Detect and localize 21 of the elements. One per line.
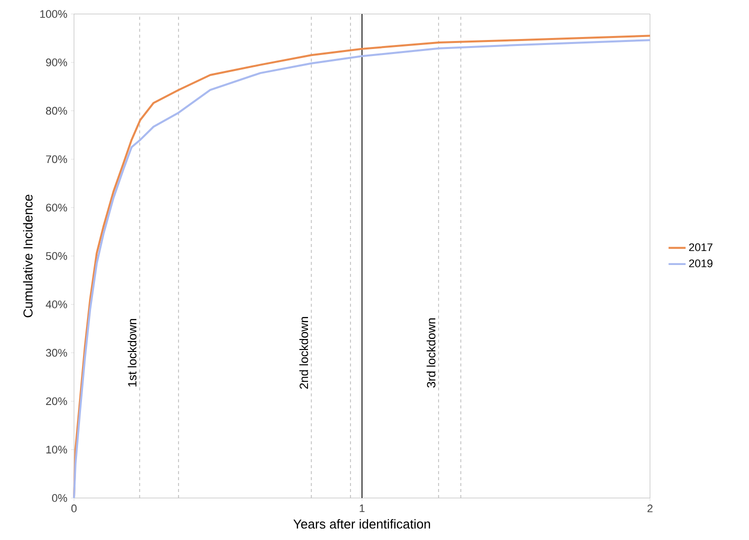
x-tick-label: 2 bbox=[648, 504, 653, 512]
y-tick-label: 80% bbox=[46, 106, 68, 115]
y-tick-label: 70% bbox=[46, 155, 68, 164]
y-tick-label: 90% bbox=[46, 58, 68, 66]
y-axis-title: Cumulative Incidence bbox=[23, 194, 33, 318]
y-tick-label: 60% bbox=[46, 204, 68, 212]
legend-label: 2017 bbox=[689, 243, 712, 252]
y-tick-label: 0% bbox=[52, 494, 68, 502]
x-axis-title: Years after identification bbox=[293, 519, 430, 529]
ref-line-label: 3rd lockdown bbox=[426, 318, 436, 388]
x-tick-label: 1 bbox=[360, 504, 365, 512]
y-tick-label: 30% bbox=[46, 348, 68, 357]
y-tick-label: 50% bbox=[46, 252, 68, 260]
ref-line-label: 1st lockdown bbox=[128, 319, 136, 386]
ref-line-label: 2nd lockdown bbox=[299, 317, 308, 389]
legend-label: 2019 bbox=[689, 260, 712, 268]
y-tick-label: 20% bbox=[46, 397, 68, 406]
x-tick-label: 0 bbox=[71, 504, 77, 512]
y-tick-label: 100% bbox=[40, 10, 68, 18]
y-tick-label: 40% bbox=[46, 300, 68, 308]
y-tick-label: 10% bbox=[46, 446, 68, 454]
